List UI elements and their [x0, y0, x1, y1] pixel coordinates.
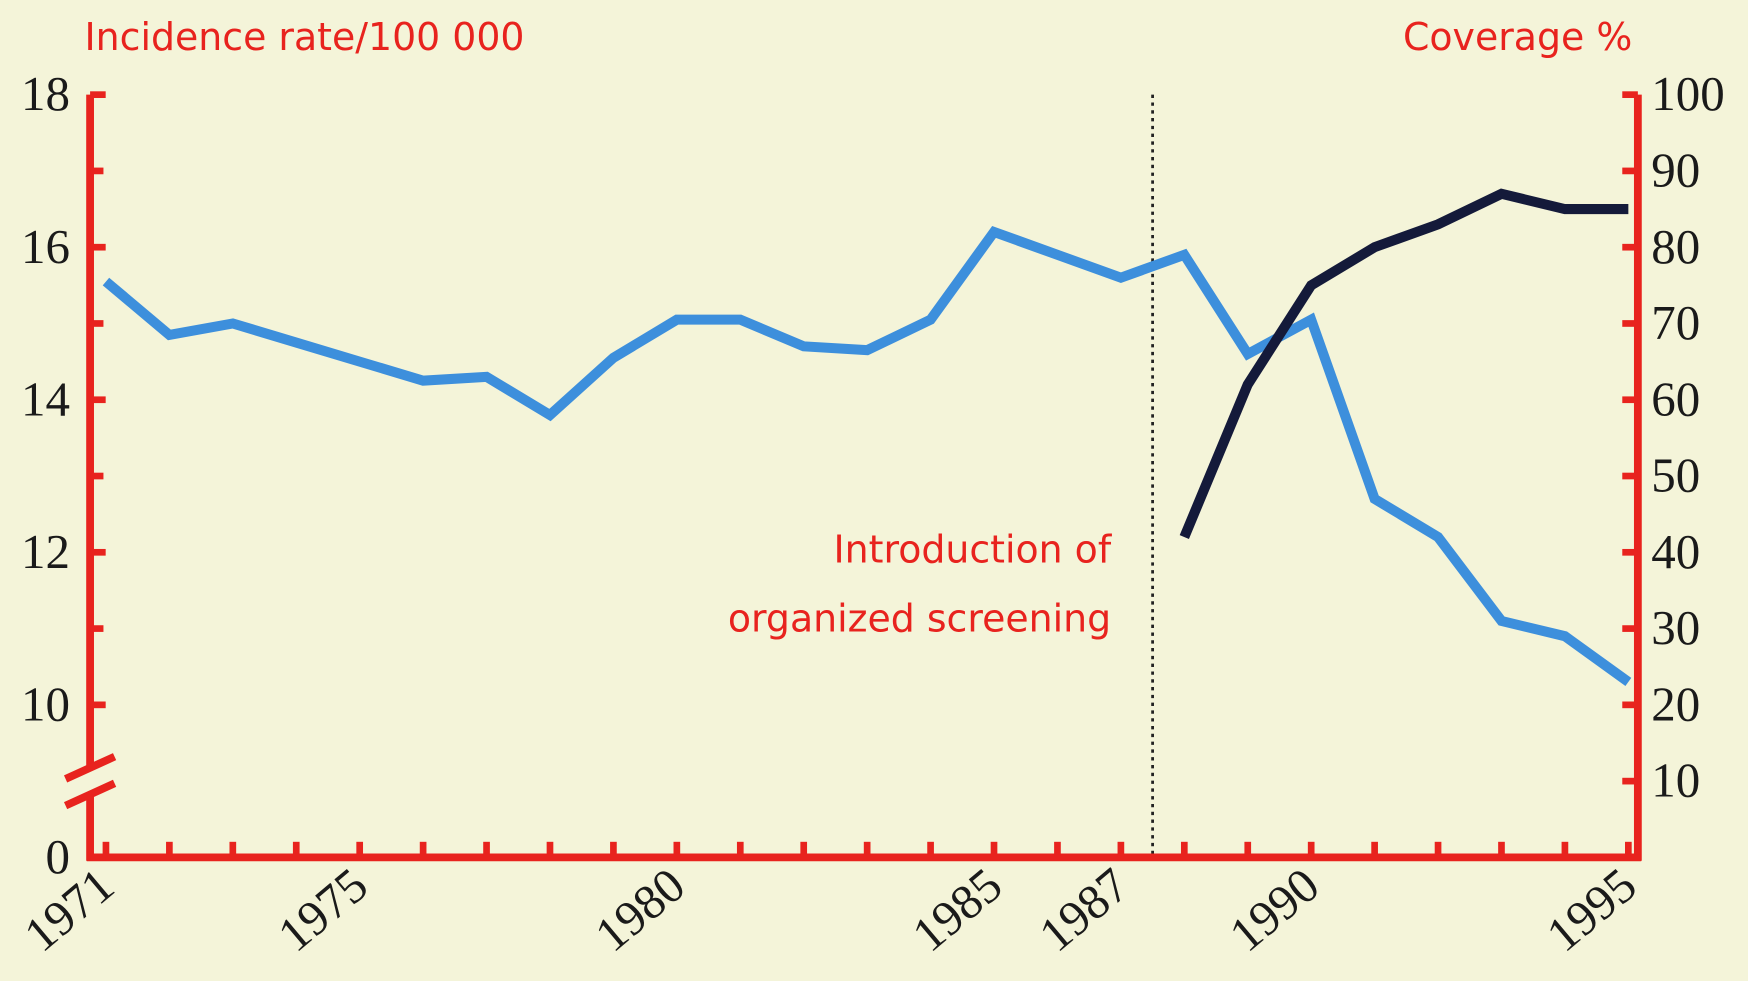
y2-tick-label: 90 [1651, 143, 1700, 198]
axis-break [63, 779, 117, 810]
y-axis-title: Incidence rate/100 000 [85, 15, 525, 59]
y-tick-label: 18 [21, 66, 70, 121]
y2-tick-label: 20 [1651, 676, 1700, 731]
annotation: Introduction of [833, 527, 1112, 571]
y2-tick-label: 10 [1651, 753, 1700, 808]
y2-tick-label: 70 [1651, 295, 1700, 350]
axis-break-gap [84, 767, 96, 795]
y2-tick-label: 40 [1651, 524, 1700, 579]
y-tick-label: 14 [21, 371, 70, 426]
y2-tick-label: 30 [1651, 600, 1700, 655]
y-tick-label: 10 [21, 676, 70, 731]
annotation: organized screening [728, 596, 1111, 640]
y2-tick-label: 60 [1651, 371, 1700, 426]
y2-tick-label: 100 [1651, 66, 1724, 121]
y-tick-label: 12 [21, 524, 70, 579]
y2-tick-label: 80 [1651, 219, 1700, 274]
y-tick-label: 16 [21, 219, 70, 274]
y-tick-label: 0 [46, 829, 71, 884]
data-line [1179, 188, 1629, 539]
y2-axis-title: Coverage % [1403, 15, 1632, 59]
y2-tick-label: 50 [1651, 448, 1700, 503]
axis-break [63, 753, 117, 783]
data-line [102, 225, 1632, 687]
